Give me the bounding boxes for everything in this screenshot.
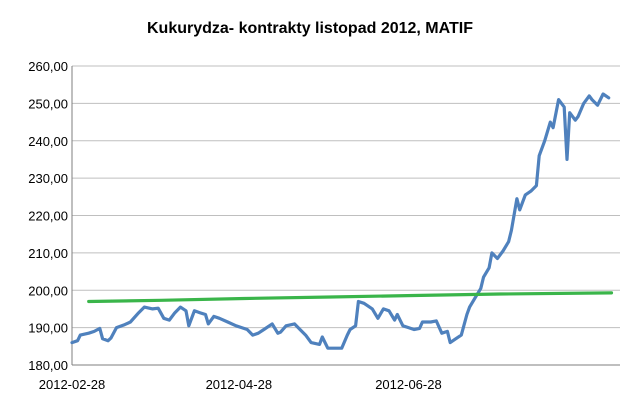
x-tick-label: 2012-04-28 [206,377,273,392]
series-line-2 [87,291,614,304]
y-tick-label: 250,00 [28,96,68,111]
y-tick-label: 230,00 [28,171,68,186]
y-tick-label: 200,00 [28,283,68,298]
chart-title: Kukurydza- kontrakty listopad 2012, MATI… [147,20,473,37]
y-tick-label: 260,00 [28,59,68,74]
grid [72,65,620,366]
axes [71,66,620,366]
x-tick-label: 2012-06-28 [375,377,442,392]
series-line-1 [70,92,611,350]
y-axis-ticks: 180,00 190,00 200,00 210,00 220,00 230,00 240,… [28,59,68,373]
y-tick-label: 180,00 [28,358,68,373]
y-tick-label: 190,00 [28,321,68,336]
y-tick-label: 220,00 [28,209,68,224]
series-lines [70,92,614,350]
y-tick-label: 240,00 [28,134,68,149]
x-axis-ticks: 2012-02-28 2012-04-28 2012-06-28 [39,377,442,392]
y-tick-label: 210,00 [28,246,68,261]
x-tick-label: 2012-02-28 [39,377,106,392]
